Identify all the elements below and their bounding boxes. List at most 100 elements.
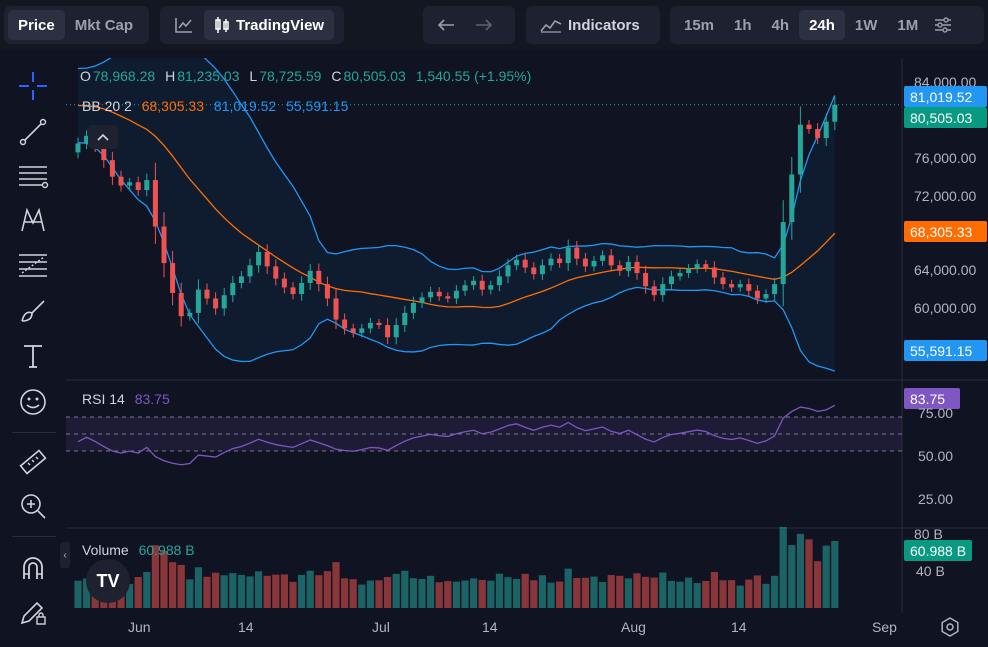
pattern-tool[interactable] — [15, 202, 51, 238]
fib-tool[interactable] — [15, 246, 51, 282]
time-axis-label: 14 — [731, 619, 747, 635]
candle-body — [101, 145, 107, 161]
candle-body — [135, 182, 141, 190]
price-axis-label: 60,000.00 — [914, 300, 977, 316]
collapse-legend-button[interactable] — [88, 125, 118, 149]
emoji-tool[interactable] — [15, 384, 51, 420]
mktcap-tab[interactable]: Mkt Cap — [74, 16, 134, 34]
candle-body — [230, 283, 236, 296]
tradingview-button[interactable]: TradingView — [204, 10, 335, 40]
volume-bar — [513, 578, 521, 608]
volume-bar — [530, 580, 538, 608]
bb-legend[interactable]: BB 20 2 68,305.33 81,019.52 55,591.15 — [82, 98, 350, 114]
price-chart-canvas[interactable] — [66, 58, 988, 647]
bb-lower-line — [77, 141, 836, 372]
line-chart-button[interactable] — [164, 10, 204, 40]
volume-legend[interactable]: Volume 60.988 B — [82, 542, 197, 558]
price-tab[interactable]: Price — [8, 10, 65, 40]
volume-bar — [667, 580, 675, 608]
candle-body — [479, 280, 485, 290]
volume-bar — [401, 570, 409, 608]
undo-button[interactable] — [427, 10, 465, 40]
magnet-tool[interactable] — [15, 550, 51, 586]
history-group — [423, 6, 515, 44]
candle-body — [806, 124, 812, 130]
edit-lock-tool[interactable] — [15, 594, 51, 630]
time-axis-label: Sep — [872, 619, 897, 635]
crosshair-icon — [19, 72, 47, 100]
candle-body — [436, 291, 442, 297]
candle-body — [256, 252, 262, 266]
low-label: L — [249, 68, 258, 84]
candle-body — [539, 265, 545, 275]
candle-body — [531, 267, 537, 275]
candle-body — [737, 284, 743, 288]
candle-body — [221, 295, 227, 309]
gear-icon — [941, 617, 959, 637]
volume-bar — [272, 574, 280, 608]
candle-body — [462, 285, 468, 291]
candle-body — [471, 280, 477, 286]
chart-settings-button[interactable] — [928, 10, 958, 40]
brush-tool[interactable] — [15, 292, 51, 328]
magnet-icon — [23, 557, 43, 579]
candle-body — [703, 264, 709, 268]
candle-body — [359, 328, 365, 333]
measure-tool[interactable] — [15, 444, 51, 480]
bb-mid-line — [77, 104, 836, 309]
horizontal-lines-tool[interactable] — [15, 158, 51, 194]
candle-body — [393, 325, 399, 338]
candle-body — [789, 174, 795, 223]
volume-bar — [495, 573, 503, 608]
candle-body — [264, 252, 270, 267]
volume-label: Volume — [82, 542, 129, 558]
candle-body — [281, 278, 287, 288]
volume-bar — [616, 575, 624, 608]
time-axis-label: Jul — [372, 619, 390, 635]
volume-bar — [624, 578, 632, 608]
candle-body — [187, 312, 193, 317]
candle-body — [213, 298, 219, 309]
timeframe-24h[interactable]: 24h — [799, 10, 845, 40]
tradingview-logo[interactable]: TV — [86, 559, 130, 603]
chart-settings-gear[interactable] — [940, 617, 960, 642]
candle-body — [797, 124, 803, 175]
line-chart-icon — [175, 18, 192, 33]
candle-body — [754, 290, 760, 299]
timeframe-1h[interactable]: 1h — [734, 16, 752, 34]
volume-bar — [332, 562, 340, 608]
candle-body — [144, 180, 150, 190]
candle-body — [376, 322, 382, 326]
volume-bar — [194, 567, 202, 608]
candle-body — [410, 302, 416, 313]
collapse-pane-button[interactable]: ‹ — [60, 542, 70, 568]
fib-icon — [19, 254, 47, 277]
volume-bar — [788, 545, 796, 608]
timeframe-1m[interactable]: 1M — [897, 16, 919, 34]
chart-area[interactable]: O 78,968.28 H 81,235.03 L 78,725.59 C 80,505… — [60, 58, 988, 647]
timeframe-4h[interactable]: 4h — [771, 16, 790, 34]
candle-body — [238, 276, 244, 283]
redo-button[interactable] — [465, 10, 503, 40]
candle-body — [823, 121, 829, 138]
rsi-legend[interactable]: RSI 14 83.75 — [82, 391, 172, 407]
tradingview-label: TradingView — [236, 16, 325, 34]
candle-body — [780, 222, 786, 285]
volume-bar — [805, 539, 813, 608]
timeframe-1w[interactable]: 1W — [854, 16, 878, 34]
crosshair-tool[interactable] — [15, 68, 51, 104]
sliders-icon — [935, 17, 952, 33]
volume-bar — [521, 573, 529, 608]
candle-body — [548, 258, 554, 266]
trendline-tool[interactable] — [15, 114, 51, 150]
volume-bar — [151, 545, 159, 608]
candle-body — [514, 259, 520, 266]
volume-bar — [461, 580, 469, 608]
volume-bar — [676, 581, 684, 608]
candle-body — [763, 294, 769, 299]
indicators-button[interactable]: Indicators — [530, 10, 650, 40]
candle-body — [170, 263, 176, 293]
timeframe-15m[interactable]: 15m — [684, 16, 715, 34]
zoom-tool[interactable] — [15, 488, 51, 524]
text-tool[interactable] — [15, 338, 51, 374]
